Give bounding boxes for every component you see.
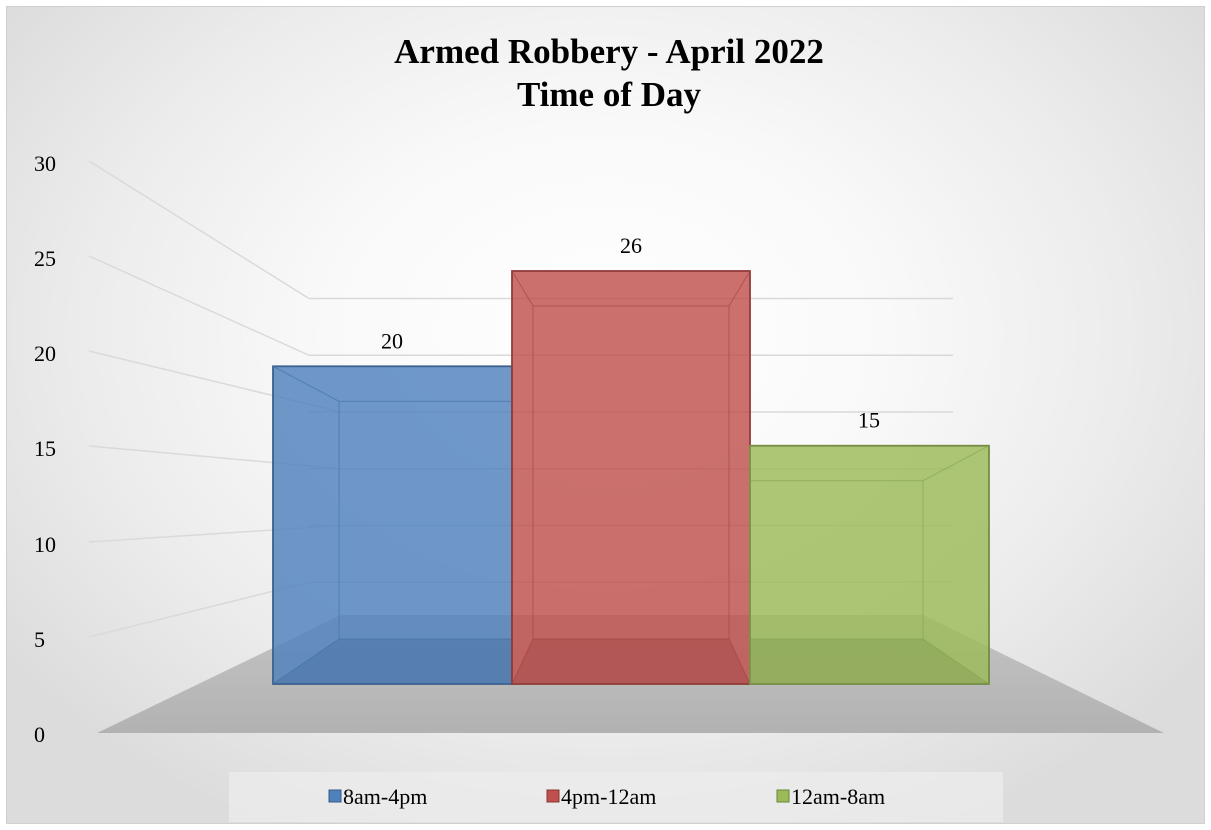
legend-swatch <box>328 789 342 803</box>
bar-8am-4pm <box>272 365 513 685</box>
y-tick-label: 15 <box>34 436 56 461</box>
legend: 8am-4pm 4pm-12am 12am-8am <box>328 784 885 809</box>
legend-swatch <box>546 789 560 803</box>
side-gridline <box>88 255 310 356</box>
legend-swatch <box>776 789 790 803</box>
legend-label: 8am-4pm <box>343 784 427 809</box>
chart-title-line2: Time of Day <box>517 75 702 114</box>
bars <box>272 270 990 685</box>
data-label-12am-8am: 15 <box>858 408 880 433</box>
y-tick-label: 0 <box>34 722 45 747</box>
legend-item-12am-8am: 12am-8am <box>776 784 885 809</box>
legend-label: 12am-8am <box>791 784 885 809</box>
bar-12am-8am <box>749 444 990 685</box>
data-label-4pm-12am: 26 <box>620 233 642 258</box>
legend-item-8am-4pm: 8am-4pm <box>328 784 427 809</box>
y-tick-label: 20 <box>34 341 56 366</box>
chart-title-line1: Armed Robbery - April 2022 <box>394 32 824 71</box>
data-label-8am-4pm: 20 <box>381 328 403 353</box>
data-labels: 20 26 15 <box>381 233 880 433</box>
y-tick-label: 5 <box>34 627 45 652</box>
legend-box <box>229 772 1003 822</box>
side-gridline <box>88 160 310 300</box>
legend-label: 4pm-12am <box>561 784 656 809</box>
y-tick-label: 25 <box>34 246 56 271</box>
chart-area: 0 5 10 15 20 25 30 20 26 15 Armed Robbery - Apri… <box>6 6 1205 824</box>
y-axis-tick-labels: 0 5 10 15 20 25 30 <box>34 151 56 747</box>
chart-canvas: 0 5 10 15 20 25 30 20 26 15 Armed Robbery - Apri… <box>34 32 1164 822</box>
legend-item-4pm-12am: 4pm-12am <box>546 784 656 809</box>
bar-4pm-12am <box>511 270 751 685</box>
y-tick-label: 10 <box>34 532 56 557</box>
y-tick-label: 30 <box>34 151 56 176</box>
